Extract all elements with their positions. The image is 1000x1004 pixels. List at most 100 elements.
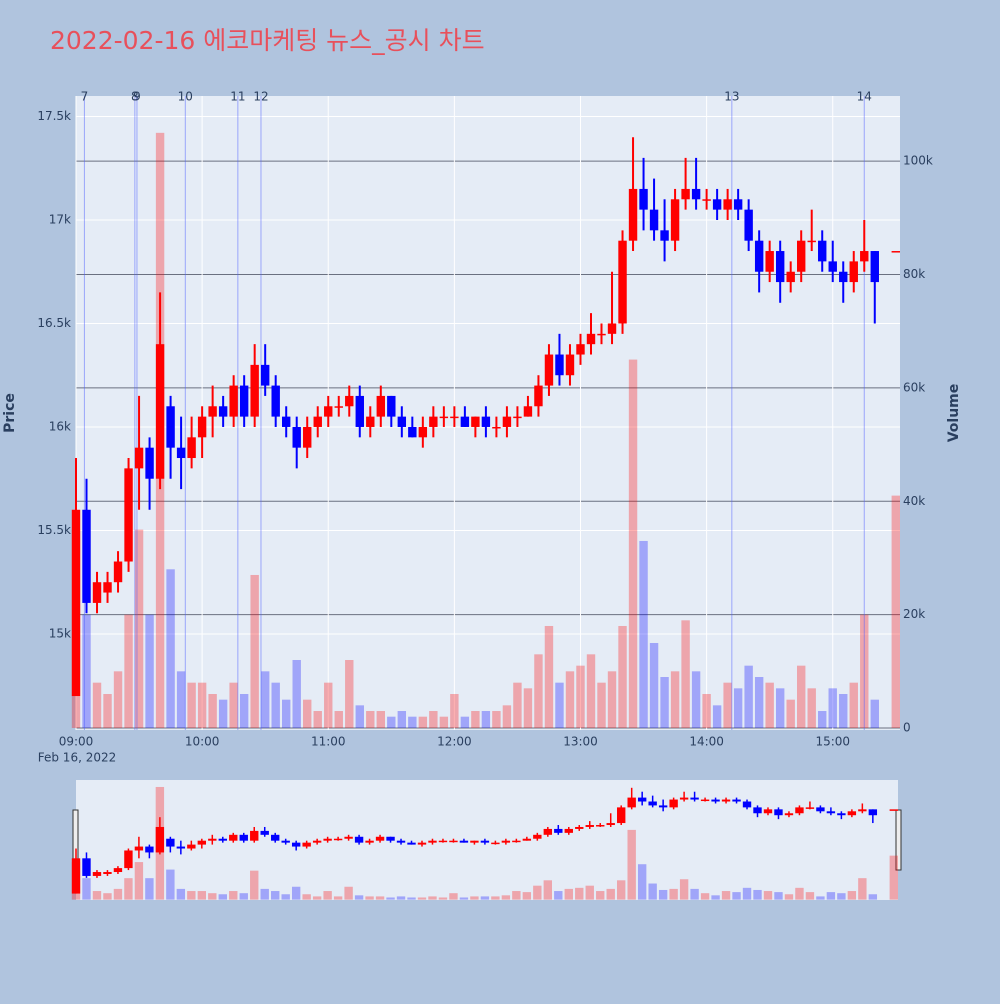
slider-candle-body (805, 807, 815, 809)
slider-volume-bar (323, 891, 332, 900)
slider-candle-body (155, 826, 165, 853)
volume-bar (586, 654, 596, 729)
slider-volume-bar (113, 888, 123, 900)
y2-tick-label: 60k (903, 380, 925, 394)
slider-volume-bar (585, 885, 594, 900)
slider-volume-bar (784, 894, 794, 900)
slider-candle-body (658, 805, 668, 808)
slider-volume-bar (302, 894, 311, 900)
y2-tick-label: 40k (903, 494, 925, 508)
slider-volume-bar (826, 892, 836, 900)
candle-body (828, 261, 837, 272)
volume-bar (355, 705, 364, 729)
x-tick-label: 09:00 (59, 735, 94, 749)
slider-candle-body (512, 840, 521, 843)
candle-body (691, 188, 701, 200)
slider-volume-bar (312, 896, 322, 900)
slider-volume-bar (564, 888, 573, 900)
candle-body (439, 416, 449, 419)
x-tick-label: 15:00 (815, 735, 850, 749)
slider-candle-body (375, 836, 385, 841)
slider-candle-body (271, 834, 280, 841)
volume-bar (418, 716, 428, 729)
slider-volume-bar (197, 891, 207, 900)
slider-volume-bar (229, 891, 238, 900)
slider-volume-bar (596, 891, 605, 900)
slider-volume-bar (648, 883, 657, 900)
volume-bar (218, 699, 228, 729)
candle-body (818, 240, 827, 262)
candle-body (860, 251, 869, 262)
slider-volume-bar (637, 864, 647, 900)
y-tick-label: 16.5k (37, 316, 71, 330)
candle-body (303, 426, 312, 448)
slider-candle-body (260, 830, 269, 835)
slider-volume-bar (470, 896, 479, 900)
slider-candle-body (449, 840, 458, 843)
slider-volume-bar (459, 897, 469, 900)
slider-candle-body (763, 809, 773, 814)
slider-volume-bar (606, 888, 615, 900)
volume-bar (565, 671, 575, 729)
candle-body (334, 406, 343, 408)
candle-body (733, 199, 743, 210)
candle-body (481, 416, 491, 427)
volume-bar (439, 716, 449, 729)
volume-bar (828, 688, 837, 729)
candle-body (166, 406, 175, 448)
slider-volume-bar (543, 880, 553, 900)
slider-candle-body (166, 838, 175, 847)
slider-volume-bar (239, 893, 248, 900)
volume-bar (450, 694, 459, 729)
candle-body (712, 199, 722, 210)
slider-candle-body (218, 838, 227, 841)
candle-body (292, 426, 301, 448)
slider-candle-body (470, 840, 479, 843)
candle-body (376, 395, 385, 417)
volume-bar (303, 699, 312, 729)
candle-body (387, 395, 396, 417)
slider-candle-body (176, 846, 186, 849)
volume-bar (250, 574, 259, 729)
slider-candle-body (333, 838, 343, 841)
slider-volume-bar (375, 896, 385, 900)
slider-candle-body (564, 828, 573, 833)
candle-body (775, 251, 785, 283)
slider-candle-body (648, 801, 657, 806)
candle-body (197, 416, 207, 438)
slider-candle-body (522, 838, 532, 841)
candle-body (754, 240, 764, 272)
slider-volume-bar (795, 887, 804, 900)
volume-bar (639, 540, 648, 729)
news-label: 11 (230, 90, 245, 104)
slider-volume-bar (658, 889, 668, 900)
slider-volume-bar (522, 892, 532, 900)
slider-candle-body (711, 799, 720, 802)
slider-candle-body (742, 801, 752, 808)
slider-handle[interactable] (895, 809, 902, 871)
volume-bar (618, 625, 627, 729)
volume-bar (197, 682, 207, 729)
volume-bar (282, 699, 291, 729)
x-tick-label: 14:00 (689, 735, 724, 749)
slider-candle-body (554, 828, 563, 833)
volume-bar (324, 682, 333, 729)
slider-volume-bar (145, 878, 154, 900)
candle-body (576, 344, 585, 355)
slider-candle-body (795, 807, 804, 814)
volume-bar (113, 671, 123, 729)
slider-candle-body (596, 825, 605, 827)
volume-bar (134, 529, 144, 729)
slider-candle-body (250, 830, 259, 841)
candle-body (250, 364, 259, 417)
slider-volume-bar (763, 891, 773, 900)
slider-volume-bar (742, 887, 752, 900)
slider-candle-body (291, 842, 301, 847)
volume-bar (429, 711, 438, 729)
candle-body (229, 385, 238, 417)
news-label: 9 (133, 90, 141, 104)
y-tick-label: 17k (49, 212, 71, 226)
candle-body (870, 251, 879, 283)
slider-volume-bar (889, 855, 898, 900)
candle-body (639, 188, 648, 210)
